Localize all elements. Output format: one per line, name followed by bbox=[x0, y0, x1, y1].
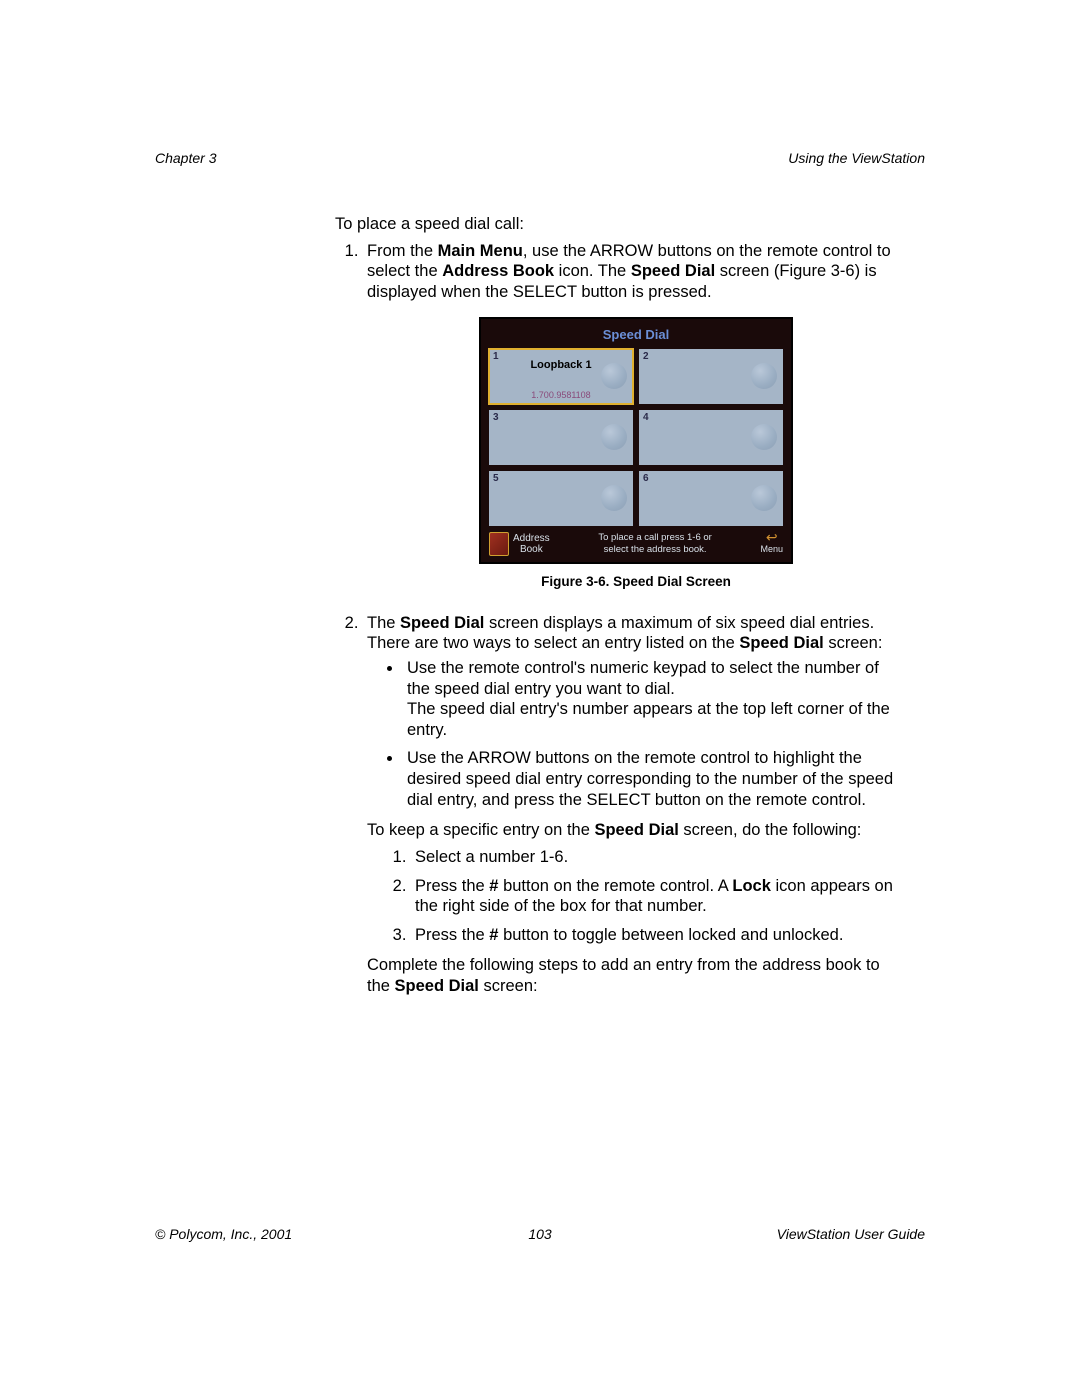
bullet-2: Use the ARROW buttons on the remote cont… bbox=[403, 748, 905, 810]
footer-page-number: 103 bbox=[155, 1226, 925, 1242]
globe-icon bbox=[751, 363, 777, 389]
cell-number: 6 bbox=[643, 473, 649, 486]
header-chapter: Chapter 3 bbox=[155, 150, 216, 166]
globe-icon bbox=[601, 485, 627, 511]
speed-dial-cell-3[interactable]: 3 bbox=[489, 410, 633, 465]
speed-dial-cell-2[interactable]: 2 bbox=[639, 349, 783, 404]
speed-dial-grid: 1 Loopback 1 1.700.9581108 2 3 bbox=[489, 349, 783, 526]
menu-button[interactable]: ↩ Menu bbox=[760, 532, 783, 555]
menu-label: Menu bbox=[760, 544, 783, 555]
globe-icon bbox=[601, 424, 627, 450]
speed-dial-cell-4[interactable]: 4 bbox=[639, 410, 783, 465]
globe-icon bbox=[751, 485, 777, 511]
page-header: Chapter 3 Using the ViewStation bbox=[155, 150, 925, 166]
page-body: Chapter 3 Using the ViewStation To place… bbox=[155, 150, 925, 1005]
speed-dial-hint: To place a call press 1-6 or select the … bbox=[556, 532, 755, 555]
cell-number: 5 bbox=[493, 473, 499, 486]
address-book-label: Address Book bbox=[513, 533, 550, 555]
sub-step-3: Press the # button to toggle between loc… bbox=[411, 925, 905, 946]
globe-icon bbox=[601, 363, 627, 389]
speed-dial-cell-1[interactable]: 1 Loopback 1 1.700.9581108 bbox=[489, 349, 633, 404]
main-ordered-list: From the Main Menu, use the ARROW button… bbox=[335, 241, 905, 997]
speed-dial-bottom-bar: Address Book To place a call press 1-6 o… bbox=[489, 532, 783, 556]
sub-step-2: Press the # button on the remote control… bbox=[411, 876, 905, 917]
cell-number: 2 bbox=[643, 351, 649, 364]
back-arrow-icon: ↩ bbox=[766, 532, 778, 543]
keep-entry-steps: Select a number 1-6. Press the # button … bbox=[367, 847, 905, 946]
bullet-1: Use the remote control's numeric keypad … bbox=[403, 658, 905, 741]
intro-text: To place a speed dial call: bbox=[335, 214, 905, 235]
page-footer: © Polycom, Inc., 2001 103 ViewStation Us… bbox=[155, 1226, 925, 1242]
step-1-text: From the Main Menu, use the ARROW button… bbox=[367, 242, 891, 301]
speed-dial-cell-6[interactable]: 6 bbox=[639, 471, 783, 526]
step-2-bullets: Use the remote control's numeric keypad … bbox=[367, 658, 905, 810]
complete-steps-intro: Complete the following steps to add an e… bbox=[367, 955, 905, 996]
globe-icon bbox=[751, 424, 777, 450]
keep-entry-intro: To keep a specific entry on the Speed Di… bbox=[367, 820, 905, 841]
cell-ip: 1.700.9581108 bbox=[489, 390, 633, 401]
step-2: The Speed Dial screen displays a maximum… bbox=[363, 613, 905, 997]
header-section: Using the ViewStation bbox=[788, 150, 925, 166]
speed-dial-title: Speed Dial bbox=[489, 327, 783, 343]
cell-number: 3 bbox=[493, 412, 499, 425]
speed-dial-cell-5[interactable]: 5 bbox=[489, 471, 633, 526]
step-1: From the Main Menu, use the ARROW button… bbox=[363, 241, 905, 603]
figure-caption: Figure 3-6. Speed Dial Screen bbox=[541, 574, 731, 591]
content-area: To place a speed dial call: From the Mai… bbox=[335, 214, 905, 997]
figure-container: Speed Dial 1 Loopback 1 1.700.9581108 2 bbox=[367, 317, 905, 603]
step-2-text: The Speed Dial screen displays a maximum… bbox=[367, 614, 882, 653]
address-book-icon bbox=[489, 532, 509, 556]
cell-number: 4 bbox=[643, 412, 649, 425]
speed-dial-screen: Speed Dial 1 Loopback 1 1.700.9581108 2 bbox=[479, 317, 793, 564]
sub-step-1: Select a number 1-6. bbox=[411, 847, 905, 868]
address-book-button[interactable]: Address Book bbox=[489, 532, 550, 556]
